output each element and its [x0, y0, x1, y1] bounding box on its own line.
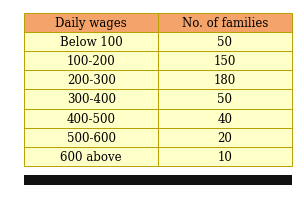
Text: 400-500: 400-500: [67, 112, 116, 125]
Text: 20: 20: [218, 131, 232, 144]
Bar: [158, 14, 292, 33]
Text: 180: 180: [214, 74, 236, 87]
Text: No. of families: No. of families: [182, 17, 268, 30]
Bar: [158, 109, 292, 128]
Text: 600 above: 600 above: [60, 150, 122, 163]
Text: 100-200: 100-200: [67, 55, 116, 68]
Bar: [24, 71, 158, 90]
Text: 150: 150: [214, 55, 236, 68]
Text: Daily wages: Daily wages: [55, 17, 127, 30]
Text: 10: 10: [218, 150, 232, 163]
Text: 300-400: 300-400: [67, 93, 116, 106]
Bar: [158, 71, 292, 90]
Bar: [24, 128, 158, 147]
Bar: [24, 176, 292, 185]
Bar: [24, 14, 158, 33]
Text: 50: 50: [217, 36, 233, 49]
Bar: [24, 90, 158, 109]
Bar: [158, 90, 292, 109]
Text: 50: 50: [217, 93, 233, 106]
Bar: [24, 52, 158, 71]
Text: Below 100: Below 100: [60, 36, 123, 49]
Text: 200-300: 200-300: [67, 74, 116, 87]
Bar: [158, 52, 292, 71]
Bar: [24, 147, 158, 166]
Text: 40: 40: [217, 112, 233, 125]
Text: 500-600: 500-600: [67, 131, 116, 144]
Bar: [24, 109, 158, 128]
Bar: [158, 33, 292, 52]
Bar: [158, 147, 292, 166]
Bar: [158, 128, 292, 147]
Bar: [24, 33, 158, 52]
